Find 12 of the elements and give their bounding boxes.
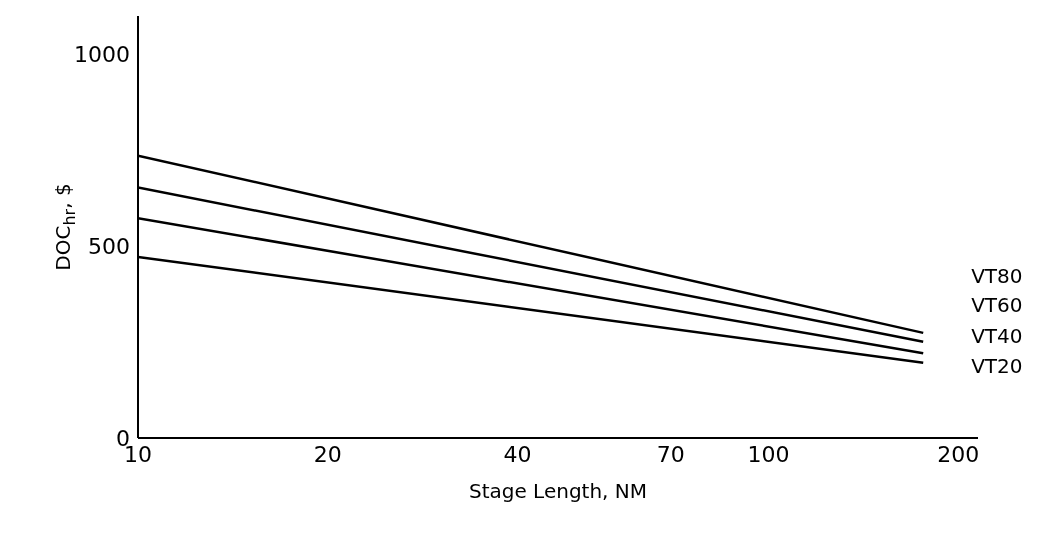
text: VT20	[971, 353, 1023, 378]
x-tick-label: 40	[503, 441, 532, 467]
x-axis-title: Stage Length, NM	[468, 479, 648, 503]
text: VT40	[971, 324, 1023, 349]
y-tick-label: 500	[88, 233, 130, 259]
x-tick-label: 100	[747, 441, 790, 467]
y-tick-label: 1000	[74, 42, 130, 68]
x-tick-label: 70	[656, 441, 685, 467]
x-tick-label: 20	[313, 441, 342, 467]
text: VT60	[971, 292, 1023, 317]
text: VT80	[971, 263, 1023, 288]
x-tick-label: 200	[937, 441, 980, 467]
